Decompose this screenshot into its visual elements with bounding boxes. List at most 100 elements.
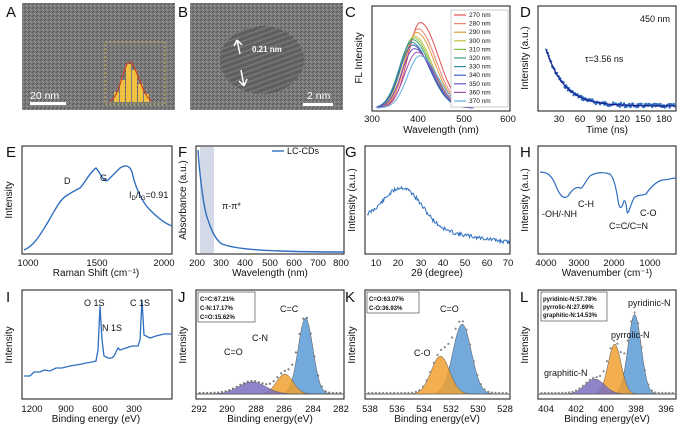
envelope-point bbox=[547, 391, 550, 395]
decay-fit bbox=[545, 49, 675, 107]
panel-label-i: I bbox=[6, 289, 10, 306]
envelope-point bbox=[272, 380, 275, 383]
decay-point bbox=[594, 102, 598, 106]
xtick-f: 400 bbox=[237, 258, 253, 269]
band-oh-nh: -OH/-NH bbox=[542, 209, 577, 219]
decay-point bbox=[640, 102, 643, 106]
envelope-point bbox=[276, 376, 279, 379]
envelope-point bbox=[633, 311, 636, 314]
envelope-point bbox=[385, 391, 388, 395]
envelope-point bbox=[231, 387, 235, 390]
envelope-point bbox=[465, 328, 468, 331]
axes-f bbox=[195, 145, 345, 255]
xlabel-k: Binding energy(eV) bbox=[394, 414, 480, 425]
envelope-point bbox=[557, 391, 560, 395]
legend-c-label: 340 nm bbox=[469, 72, 491, 79]
legend-c-label: 280 nm bbox=[469, 21, 491, 28]
ylabel-i: Intensity bbox=[4, 326, 15, 363]
axes-c bbox=[371, 5, 511, 112]
envelope-point bbox=[243, 381, 246, 385]
o1s-fit-peaks bbox=[363, 320, 512, 395]
panel-h: H -OH/-NH C-H C=C/C=N C-O Intensity (a.u… bbox=[520, 144, 677, 279]
c1s-fit-peaks bbox=[194, 316, 346, 395]
envelope-point bbox=[389, 391, 392, 395]
envelope-point bbox=[550, 391, 553, 395]
envelope-point bbox=[476, 373, 479, 377]
envelope-point bbox=[498, 391, 501, 395]
xticks-f: 200 300 400 500 600 700 800 bbox=[189, 258, 349, 269]
ylabel-e: Intensity bbox=[4, 181, 15, 218]
envelope-point bbox=[671, 391, 674, 395]
xlabel-d: Time (ns) bbox=[586, 125, 628, 136]
size-histogram bbox=[109, 61, 153, 102]
envelope-point bbox=[630, 320, 633, 323]
xticks-l: 404 402 400 398 396 bbox=[538, 404, 674, 415]
panel-j: J C=C:67.21% C-N:17.17% C=O:15.62% C=C C… bbox=[178, 289, 349, 425]
legend-c-label: 290 nm bbox=[469, 29, 491, 36]
envelope-point bbox=[564, 391, 567, 394]
legend-k bbox=[366, 291, 420, 314]
panel-label-e: E bbox=[6, 144, 16, 161]
envelope-point bbox=[228, 389, 231, 392]
envelope-point bbox=[378, 391, 381, 395]
xtick-j: 290 bbox=[219, 404, 235, 415]
legend-j-item: C-N:17.17% bbox=[200, 306, 234, 312]
excitation-label: 450 nm bbox=[640, 14, 670, 24]
c1s-label: C 1S bbox=[130, 298, 150, 308]
xtick-f: 800 bbox=[333, 258, 349, 269]
xtick-d: 30 bbox=[554, 114, 565, 125]
panel-e: E D G ID/IG=0.91 Intensity Raman Shift (… bbox=[4, 144, 175, 279]
xtick-f: 500 bbox=[262, 258, 278, 269]
band-d-label: D bbox=[64, 176, 71, 186]
legend-l-item: graphitic-N:14.53% bbox=[543, 313, 598, 319]
ylabel-h: Intensity (a.u.) bbox=[520, 168, 531, 231]
envelope-point bbox=[425, 379, 428, 382]
ylabel-l: Intensity bbox=[520, 326, 531, 363]
decay-point bbox=[627, 102, 631, 106]
envelope-point bbox=[298, 332, 301, 336]
xticks-e: 1000 1500 2000 bbox=[17, 258, 174, 269]
envelope-point bbox=[588, 378, 591, 381]
envelope-point bbox=[585, 381, 588, 384]
panel-label-l: L bbox=[520, 289, 528, 306]
envelope-point bbox=[317, 374, 320, 377]
legend-l-item: pyridinic-N:57.78% bbox=[543, 297, 597, 303]
xtick-f: 700 bbox=[310, 258, 326, 269]
xtick-f: 200 bbox=[189, 258, 205, 269]
xticks-h: 4000 3000 2000 1000 bbox=[535, 258, 660, 269]
panel-label-j: J bbox=[178, 289, 186, 306]
xtick-g: 70 bbox=[503, 258, 514, 269]
scale-bar-a bbox=[30, 102, 66, 105]
xtick-d: 120 bbox=[614, 114, 630, 125]
peak-label-k: C-O bbox=[414, 348, 431, 358]
envelope-point bbox=[540, 391, 543, 395]
xtick-c: 600 bbox=[500, 114, 516, 125]
envelope-point bbox=[571, 390, 574, 393]
xtick-h: 4000 bbox=[535, 258, 556, 269]
band-cc-cn: C=C/C=N bbox=[609, 221, 648, 231]
axes-j bbox=[195, 289, 345, 400]
xticks-d: 30 60 90 120 150 180 bbox=[554, 114, 672, 125]
fit-peak bbox=[196, 381, 344, 395]
axes-i bbox=[21, 289, 173, 400]
panel-b: B 0.21 nm 2 nm bbox=[178, 3, 343, 110]
envelope-point bbox=[324, 390, 327, 393]
raman-curve bbox=[23, 165, 173, 251]
ylabel-c: FL Intensity bbox=[354, 32, 365, 83]
xtick-e: 1500 bbox=[86, 258, 107, 269]
legend-c-label: 310 nm bbox=[469, 46, 491, 53]
xtick-c: 400 bbox=[410, 114, 426, 125]
xtick-i: 600 bbox=[92, 404, 108, 415]
envelope-point bbox=[250, 379, 253, 383]
decay-point bbox=[618, 105, 622, 109]
legend-c-label: 370 nm bbox=[469, 98, 491, 105]
envelope-point bbox=[287, 368, 290, 371]
decay-point bbox=[579, 94, 583, 98]
panel-label-g: G bbox=[345, 144, 357, 161]
xtick-d: 60 bbox=[575, 114, 586, 125]
envelope-point bbox=[581, 384, 585, 387]
envelope-point bbox=[592, 376, 595, 380]
panel-i: I O 1S N 1S C 1S Intensity Binding energ… bbox=[4, 289, 173, 425]
panel-label-h: H bbox=[520, 144, 531, 161]
